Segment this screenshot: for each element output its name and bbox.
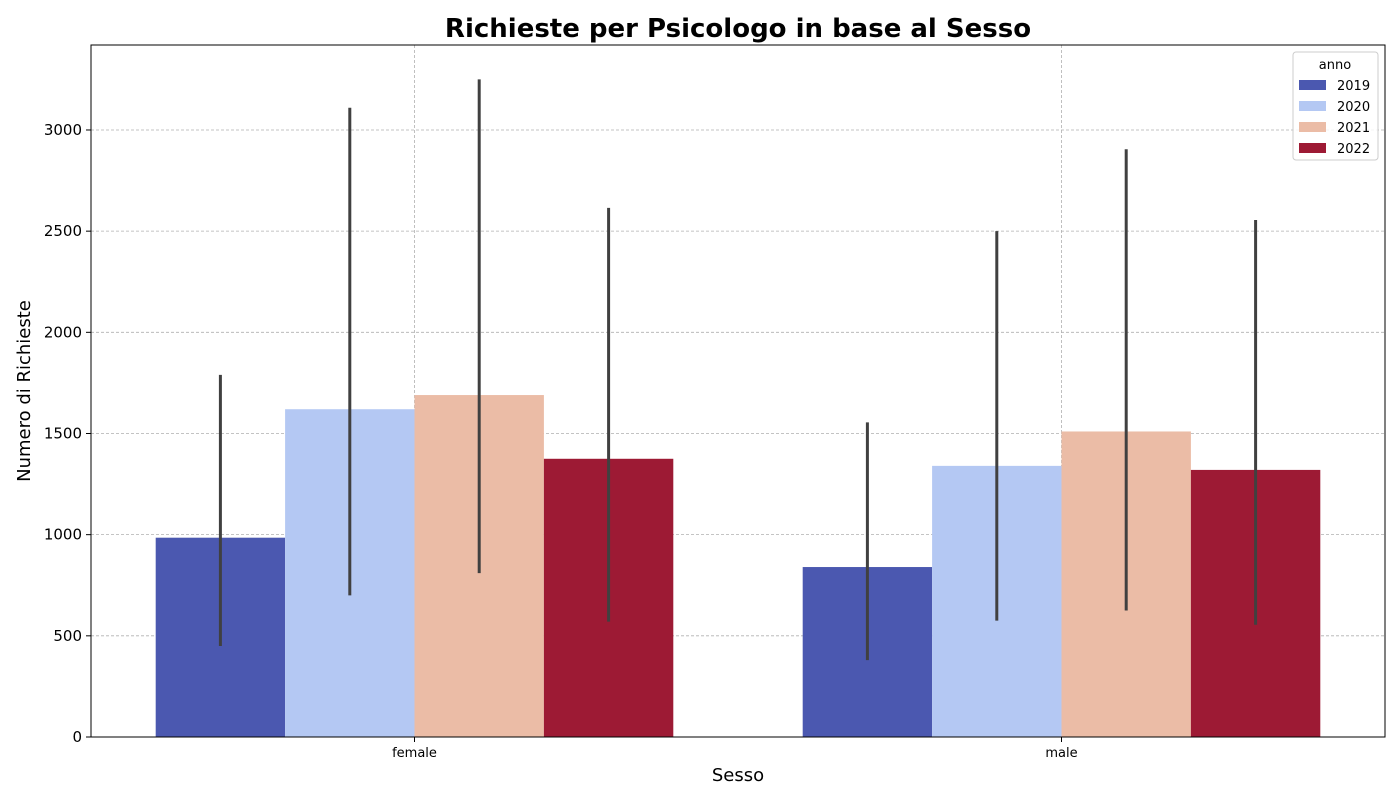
legend-title: anno: [1319, 58, 1351, 73]
legend-swatch-2019: [1299, 80, 1326, 90]
bars: [155, 395, 1321, 737]
legend-swatch-2021: [1299, 122, 1326, 132]
axes: 0 500 1000 1500 2000 2500 3000 female male: [44, 44, 1386, 761]
legend-label-2020: 2020: [1337, 100, 1370, 115]
plot-frame: [90, 44, 1386, 738]
y-tick-label: 500: [53, 627, 82, 645]
y-tick-label: 2000: [44, 323, 82, 341]
legend-swatch-2020: [1299, 101, 1326, 111]
chart-title: Richieste per Psicologo in base al Sesso: [445, 14, 1031, 44]
legend-swatch-2022: [1299, 143, 1326, 153]
error-bars: [218, 79, 1258, 661]
legend-label-2019: 2019: [1337, 79, 1370, 94]
y-tick-label: 2500: [44, 222, 82, 240]
y-tick-label: 1500: [44, 424, 82, 442]
x-tick-label-male: male: [1045, 746, 1077, 761]
x-axis-label: Sesso: [712, 765, 764, 786]
y-axis-label: Numero di Richieste: [14, 300, 35, 482]
y-tick-label: 0: [72, 728, 82, 746]
y-tick-label: 1000: [44, 526, 82, 544]
legend-frame: [1292, 51, 1379, 161]
legend-label-2021: 2021: [1337, 121, 1370, 136]
legend-label-2022: 2022: [1337, 142, 1370, 157]
legend: anno 2019 2020 2021 2022: [1292, 51, 1379, 161]
x-tick-label-female: female: [392, 746, 437, 761]
y-tick-label: 3000: [44, 121, 82, 139]
